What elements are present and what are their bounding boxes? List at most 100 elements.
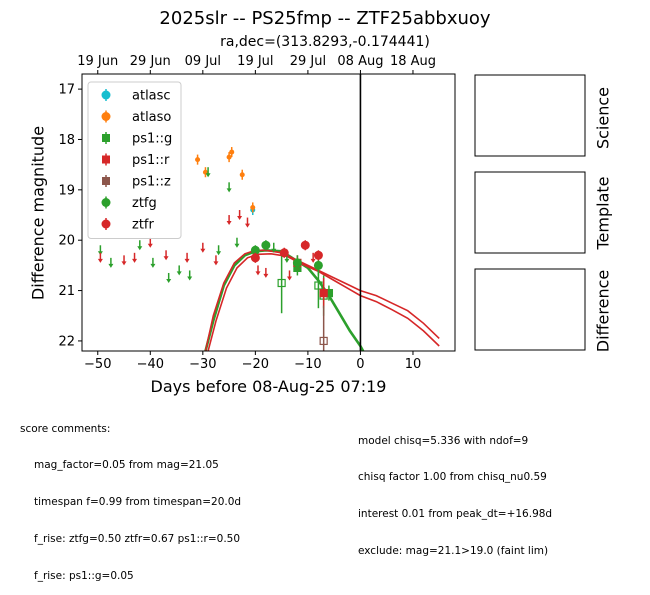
upper-limit-arrow (216, 251, 222, 256)
comment-line: f_rise: ztfg=0.50 ztfr=0.67 ps1::r=0.50 (34, 533, 241, 546)
plot-frame (81, 73, 456, 352)
top-tick-label: 29 Jun (130, 54, 171, 69)
template-panel (474, 171, 586, 254)
legend-marker (102, 134, 110, 142)
data-point (279, 248, 289, 258)
upper-limit-arrow (176, 271, 182, 276)
upper-limit-arrow (244, 223, 250, 228)
top-tick-label: 09 Jul (185, 54, 221, 69)
comment-line: interest 0.01 from peak_dt=+16.98d (358, 508, 553, 521)
data-point (314, 281, 323, 290)
y-tick-label: 18 (58, 133, 75, 148)
figure-title: 2025slr -- PS25fmp -- ZTF25abbxuoy (159, 8, 491, 29)
upper-limit-arrow (205, 173, 211, 178)
upper-limit-arrow (184, 258, 190, 263)
data-point (300, 240, 310, 250)
upper-limit-arrow (166, 278, 172, 283)
upper-limit-arrow (213, 261, 219, 266)
y-tick-label: 17 (58, 83, 75, 98)
x-tick-label: −20 (242, 357, 269, 372)
legend-label: ps1::z (132, 175, 171, 190)
top-tick-label: 19 Jul (237, 54, 273, 69)
difference-panel-label: Difference (593, 269, 613, 353)
legend-marker (102, 155, 110, 164)
data-point (261, 240, 271, 250)
model-curve (207, 252, 440, 351)
data-point (239, 172, 245, 178)
y-tick-label: 22 (58, 334, 75, 349)
legend-label: ztfg (132, 196, 157, 211)
top-tick-label: 19 Jun (77, 54, 118, 69)
y-tick-label: 19 (58, 183, 75, 198)
upper-limit-arrow (226, 221, 232, 226)
upper-limit-arrow (163, 256, 169, 261)
upper-limit-arrow (310, 258, 316, 263)
upper-limit-arrow (147, 243, 153, 248)
comment-line: f_rise: ps1::g=0.05 (34, 570, 134, 583)
upper-limit-arrow (263, 273, 269, 278)
legend-marker (102, 177, 110, 185)
x-tick-label: 0 (356, 357, 364, 372)
score-comments-header: score comments: (20, 422, 111, 435)
model-curve (204, 248, 365, 351)
upper-limit-arrow (284, 258, 290, 263)
x-tick-label: −40 (137, 357, 164, 372)
legend-label: ztfr (132, 218, 154, 233)
upper-limit-arrow (234, 243, 240, 248)
coordinates-subtitle: ra,dec=(313.8293,-0.174441) (220, 34, 430, 50)
x-tick-label: −30 (189, 357, 216, 372)
template-panel-label: Template (593, 176, 613, 250)
legend-marker (101, 198, 111, 207)
upper-limit-arrow (187, 276, 193, 281)
difference-panel (474, 268, 586, 351)
data-point (313, 250, 323, 260)
upper-limit-arrow (108, 263, 114, 268)
legend-label: atlasc (132, 89, 171, 104)
upper-limit-arrow (132, 258, 138, 263)
science-panel (474, 74, 586, 157)
data-point (229, 149, 235, 155)
data-point (195, 157, 201, 163)
legend-label: ps1::g (132, 132, 172, 147)
comment-line: timespan f=0.99 from timespan=20.0d (34, 496, 242, 509)
top-tick-label: 18 Aug (390, 54, 436, 69)
x-axis-label: Days before 08-Aug-25 07:19 (150, 377, 387, 396)
upper-limit-arrow (121, 261, 127, 266)
score-comments-right: model chisq=5.336 with ndof=9 chisq fact… (358, 410, 552, 570)
data-point (319, 336, 328, 346)
upper-limit-arrow (97, 258, 103, 263)
upper-limit-arrow (237, 216, 243, 221)
legend-marker (101, 219, 111, 229)
legend-label: ps1::r (132, 153, 170, 168)
x-tick-label: 10 (405, 357, 422, 372)
data-point (313, 260, 323, 270)
upper-limit-arrow (226, 188, 232, 193)
data-point (319, 288, 328, 298)
x-tick-label: −10 (294, 357, 321, 372)
data-point (277, 278, 286, 288)
comment-line: mag_factor=0.05 from mag=21.05 (34, 459, 219, 472)
data-point (292, 258, 302, 268)
score-comments-left: score comments: mag_factor=0.05 from mag… (20, 398, 241, 595)
y-tick-label: 21 (58, 284, 75, 299)
x-tick-label: −50 (84, 357, 111, 372)
legend-marker (101, 90, 111, 100)
light-curve-figure: −50 −40 −30 −20 −10 0 10 19 Jun 29 Jun 09 Jul 19 J… (58, 54, 586, 372)
y-tick-label: 20 (58, 234, 75, 249)
upper-limit-arrow (200, 248, 206, 253)
data-point (250, 245, 260, 255)
data-point (250, 204, 256, 210)
comment-line: model chisq=5.336 with ndof=9 (358, 434, 529, 447)
y-axis-label: Difference magnitude (28, 125, 48, 301)
upper-limit-arrow (255, 271, 261, 276)
top-tick-label: 29 Jul (290, 54, 326, 69)
plot-area (97, 74, 440, 351)
upper-limit-arrow (137, 246, 143, 251)
data-point (226, 154, 232, 160)
legend-label: atlaso (132, 110, 171, 125)
legend-box (87, 81, 182, 239)
comment-line: chisq factor 1.00 from chisq_nu0.59 (358, 471, 547, 484)
comment-line: exclude: mag=21.1>19.0 (faint lim) (358, 545, 549, 558)
model-curve (204, 249, 440, 351)
upper-limit-arrow (287, 276, 293, 281)
